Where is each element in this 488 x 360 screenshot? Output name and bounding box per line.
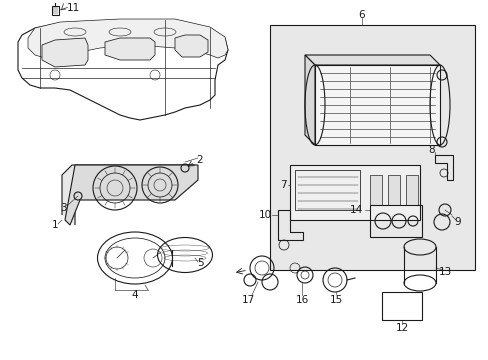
- Bar: [294, 170, 359, 210]
- Polygon shape: [105, 38, 155, 60]
- Text: 6: 6: [358, 10, 365, 20]
- Bar: [289, 165, 419, 220]
- Text: 1: 1: [52, 220, 58, 230]
- Bar: [52, 6, 59, 15]
- Text: 15: 15: [329, 295, 342, 305]
- Bar: [369, 205, 421, 237]
- Polygon shape: [305, 55, 314, 145]
- Text: 3: 3: [60, 203, 66, 213]
- Polygon shape: [28, 19, 227, 58]
- Text: 14: 14: [349, 205, 362, 215]
- Bar: [269, 25, 474, 270]
- Bar: [405, 175, 417, 205]
- Text: 4: 4: [131, 290, 138, 300]
- Polygon shape: [42, 38, 88, 67]
- Polygon shape: [62, 165, 195, 225]
- Text: 13: 13: [437, 267, 451, 277]
- Polygon shape: [175, 35, 207, 57]
- Text: 17: 17: [241, 295, 254, 305]
- Bar: [369, 175, 381, 205]
- Polygon shape: [314, 65, 439, 145]
- Text: 9: 9: [454, 217, 460, 227]
- Text: 5: 5: [196, 258, 203, 268]
- Text: 12: 12: [395, 323, 408, 333]
- Bar: [387, 175, 399, 205]
- Text: 11: 11: [67, 3, 80, 13]
- Text: 8: 8: [428, 145, 434, 155]
- Polygon shape: [305, 55, 439, 65]
- Text: 16: 16: [295, 295, 308, 305]
- Text: 7: 7: [279, 180, 286, 190]
- Text: 2: 2: [196, 155, 203, 165]
- Bar: [381, 292, 421, 320]
- Polygon shape: [65, 165, 198, 225]
- Text: 10: 10: [258, 210, 271, 220]
